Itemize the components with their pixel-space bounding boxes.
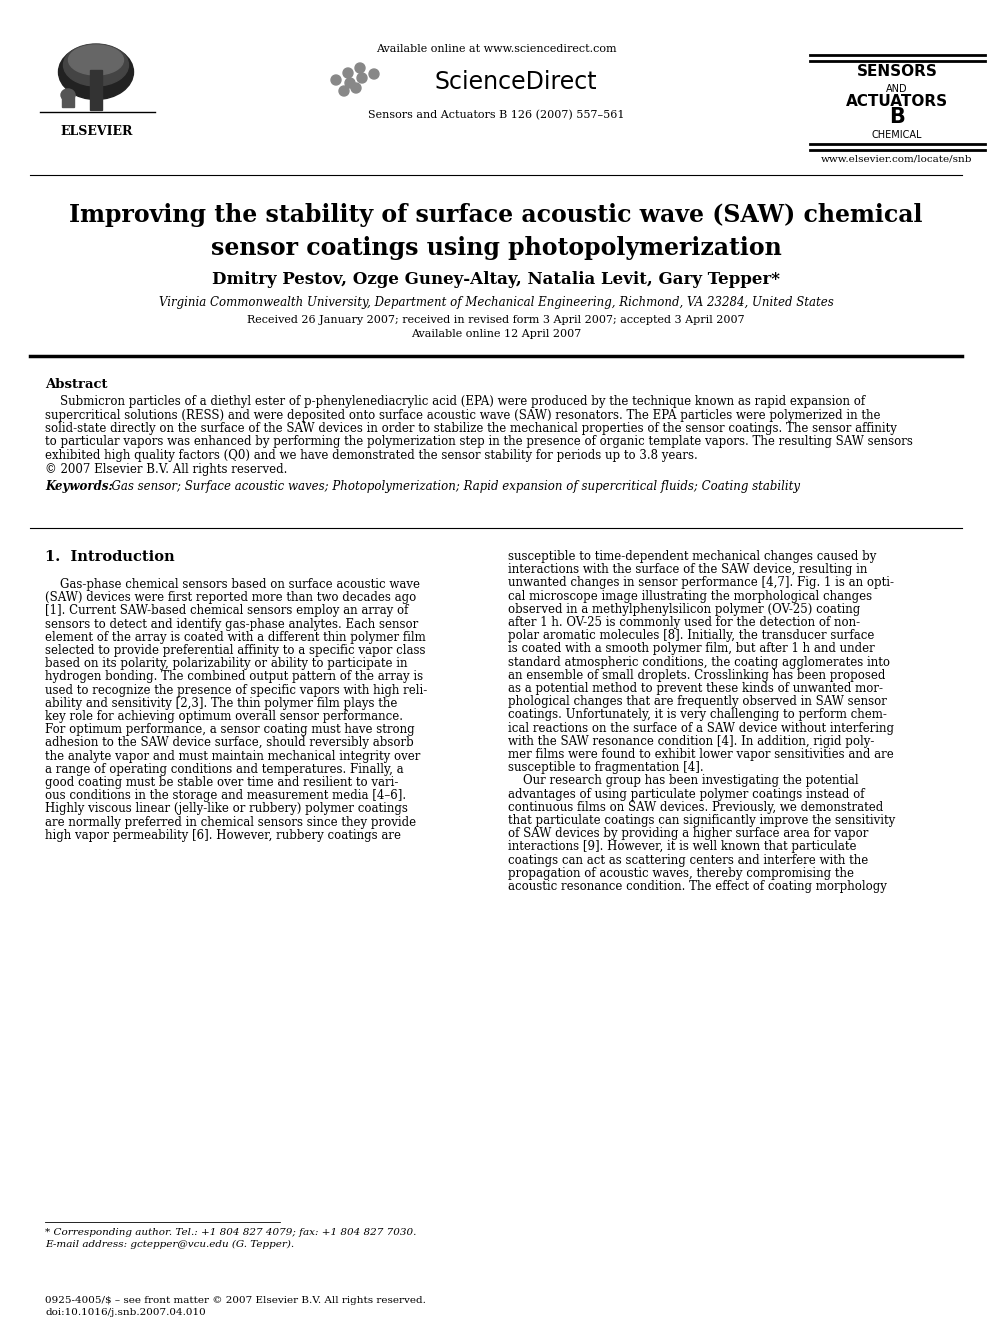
Text: Our research group has been investigating the potential: Our research group has been investigatin… xyxy=(508,774,859,787)
Text: observed in a methylphenylsilicon polymer (OV-25) coating: observed in a methylphenylsilicon polyme… xyxy=(508,603,860,615)
Text: acoustic resonance condition. The effect of coating morphology: acoustic resonance condition. The effect… xyxy=(508,880,887,893)
Text: doi:10.1016/j.snb.2007.04.010: doi:10.1016/j.snb.2007.04.010 xyxy=(45,1308,205,1316)
Text: Received 26 January 2007; received in revised form 3 April 2007; accepted 3 Apri: Received 26 January 2007; received in re… xyxy=(247,315,745,325)
Circle shape xyxy=(357,73,367,83)
Text: solid-state directly on the surface of the SAW devices in order to stabilize the: solid-state directly on the surface of t… xyxy=(45,422,897,435)
Circle shape xyxy=(369,69,379,79)
Text: continuous films on SAW devices. Previously, we demonstrated: continuous films on SAW devices. Previou… xyxy=(508,800,883,814)
Text: cal microscope image illustrating the morphological changes: cal microscope image illustrating the mo… xyxy=(508,590,872,602)
Text: are normally preferred in chemical sensors since they provide: are normally preferred in chemical senso… xyxy=(45,815,416,828)
Text: standard atmospheric conditions, the coating agglomerates into: standard atmospheric conditions, the coa… xyxy=(508,656,890,668)
Text: sensor coatings using photopolymerization: sensor coatings using photopolymerizatio… xyxy=(210,235,782,261)
Text: For optimum performance, a sensor coating must have strong: For optimum performance, a sensor coatin… xyxy=(45,724,415,736)
Text: hydrogen bonding. The combined output pattern of the array is: hydrogen bonding. The combined output pa… xyxy=(45,671,424,684)
Text: key role for achieving optimum overall sensor performance.: key role for achieving optimum overall s… xyxy=(45,710,403,722)
Bar xyxy=(62,95,74,107)
Text: adhesion to the SAW device surface, should reversibly absorb: adhesion to the SAW device surface, shou… xyxy=(45,737,414,749)
Text: (SAW) devices were first reported more than two decades ago: (SAW) devices were first reported more t… xyxy=(45,591,417,605)
Text: of SAW devices by providing a higher surface area for vapor: of SAW devices by providing a higher sur… xyxy=(508,827,868,840)
Text: sensors to detect and identify gas-phase analytes. Each sensor: sensors to detect and identify gas-phase… xyxy=(45,618,419,631)
Text: [1]. Current SAW-based chemical sensors employ an array of: [1]. Current SAW-based chemical sensors … xyxy=(45,605,409,618)
Text: that particulate coatings can significantly improve the sensitivity: that particulate coatings can significan… xyxy=(508,814,895,827)
Circle shape xyxy=(343,67,353,78)
Text: polar aromatic molecules [8]. Initially, the transducer surface: polar aromatic molecules [8]. Initially,… xyxy=(508,630,874,642)
Text: high vapor permeability [6]. However, rubbery coatings are: high vapor permeability [6]. However, ru… xyxy=(45,828,401,841)
Text: ScienceDirect: ScienceDirect xyxy=(435,70,597,94)
Text: Available online 12 April 2007: Available online 12 April 2007 xyxy=(411,329,581,339)
Text: Sensors and Actuators B 126 (2007) 557–561: Sensors and Actuators B 126 (2007) 557–5… xyxy=(368,110,624,120)
Text: unwanted changes in sensor performance [4,7]. Fig. 1 is an opti-: unwanted changes in sensor performance [… xyxy=(508,577,894,590)
Text: based on its polarity, polarizability or ability to participate in: based on its polarity, polarizability or… xyxy=(45,658,408,671)
Text: Gas-phase chemical sensors based on surface acoustic wave: Gas-phase chemical sensors based on surf… xyxy=(45,578,420,591)
Circle shape xyxy=(345,78,355,89)
Text: supercritical solutions (RESS) and were deposited onto surface acoustic wave (SA: supercritical solutions (RESS) and were … xyxy=(45,409,881,422)
Text: a range of operating conditions and temperatures. Finally, a: a range of operating conditions and temp… xyxy=(45,763,404,775)
Text: Highly viscous linear (jelly-like or rubbery) polymer coatings: Highly viscous linear (jelly-like or rub… xyxy=(45,803,408,815)
Ellipse shape xyxy=(59,45,134,99)
Text: exhibited high quality factors (Q0) and we have demonstrated the sensor stabilit: exhibited high quality factors (Q0) and … xyxy=(45,448,697,462)
Text: CHEMICAL: CHEMICAL xyxy=(872,130,923,140)
Text: propagation of acoustic waves, thereby compromising the: propagation of acoustic waves, thereby c… xyxy=(508,867,854,880)
Text: Abstract: Abstract xyxy=(45,378,107,392)
Text: * Corresponding author. Tel.: +1 804 827 4079; fax: +1 804 827 7030.: * Corresponding author. Tel.: +1 804 827… xyxy=(45,1228,417,1237)
Text: Gas sensor; Surface acoustic waves; Photopolymerization; Rapid expansion of supe: Gas sensor; Surface acoustic waves; Phot… xyxy=(104,480,800,493)
Ellipse shape xyxy=(63,44,129,86)
Text: ability and sensitivity [2,3]. The thin polymer film plays the: ability and sensitivity [2,3]. The thin … xyxy=(45,697,398,710)
Text: www.elsevier.com/locate/snb: www.elsevier.com/locate/snb xyxy=(821,155,973,164)
Text: coatings can act as scattering centers and interfere with the: coatings can act as scattering centers a… xyxy=(508,853,868,867)
Circle shape xyxy=(351,83,361,93)
Text: E-mail address: gctepper@vcu.edu (G. Tepper).: E-mail address: gctepper@vcu.edu (G. Tep… xyxy=(45,1240,294,1249)
Text: coatings. Unfortunately, it is very challenging to perform chem-: coatings. Unfortunately, it is very chal… xyxy=(508,708,887,721)
Text: susceptible to fragmentation [4].: susceptible to fragmentation [4]. xyxy=(508,761,703,774)
Text: B: B xyxy=(889,107,905,127)
Text: Submicron particles of a diethyl ester of p-phenylenediacrylic acid (EPA) were p: Submicron particles of a diethyl ester o… xyxy=(45,396,865,407)
Text: an ensemble of small droplets. Crosslinking has been proposed: an ensemble of small droplets. Crosslink… xyxy=(508,669,886,681)
Text: Keywords:: Keywords: xyxy=(45,480,113,493)
Text: © 2007 Elsevier B.V. All rights reserved.: © 2007 Elsevier B.V. All rights reserved… xyxy=(45,463,288,475)
Text: ical reactions on the surface of a SAW device without interfering: ical reactions on the surface of a SAW d… xyxy=(508,721,894,734)
Text: good coating must be stable over time and resilient to vari-: good coating must be stable over time an… xyxy=(45,777,399,789)
Text: AND: AND xyxy=(886,83,908,94)
Text: with the SAW resonance condition [4]. In addition, rigid poly-: with the SAW resonance condition [4]. In… xyxy=(508,734,874,747)
Text: ous conditions in the storage and measurement media [4–6].: ous conditions in the storage and measur… xyxy=(45,790,406,802)
Circle shape xyxy=(339,86,349,97)
Text: used to recognize the presence of specific vapors with high reli-: used to recognize the presence of specif… xyxy=(45,684,428,697)
Text: ELSEVIER: ELSEVIER xyxy=(61,124,133,138)
Text: phological changes that are frequently observed in SAW sensor: phological changes that are frequently o… xyxy=(508,695,887,708)
Text: 0925-4005/$ – see front matter © 2007 Elsevier B.V. All rights reserved.: 0925-4005/$ – see front matter © 2007 El… xyxy=(45,1297,426,1304)
Ellipse shape xyxy=(61,89,75,101)
Text: interactions with the surface of the SAW device, resulting in: interactions with the surface of the SAW… xyxy=(508,564,867,577)
Text: mer films were found to exhibit lower vapor sensitivities and are: mer films were found to exhibit lower va… xyxy=(508,747,894,761)
Text: susceptible to time-dependent mechanical changes caused by: susceptible to time-dependent mechanical… xyxy=(508,550,876,564)
Text: SENSORS: SENSORS xyxy=(856,64,937,79)
Circle shape xyxy=(355,64,365,73)
Text: Virginia Commonwealth University, Department of Mechanical Engineering, Richmond: Virginia Commonwealth University, Depart… xyxy=(159,296,833,310)
Text: the analyte vapor and must maintain mechanical integrity over: the analyte vapor and must maintain mech… xyxy=(45,750,421,762)
Text: is coated with a smooth polymer film, but after 1 h and under: is coated with a smooth polymer film, bu… xyxy=(508,643,875,655)
Circle shape xyxy=(331,75,341,85)
Text: Available online at www.sciencedirect.com: Available online at www.sciencedirect.co… xyxy=(376,44,616,54)
Ellipse shape xyxy=(68,45,123,75)
Bar xyxy=(90,70,102,110)
Text: advantages of using particulate polymer coatings instead of: advantages of using particulate polymer … xyxy=(508,787,864,800)
Text: Dmitry Pestov, Ozge Guney-Altay, Natalia Levit, Gary Tepper*: Dmitry Pestov, Ozge Guney-Altay, Natalia… xyxy=(212,271,780,288)
Text: interactions [9]. However, it is well known that particulate: interactions [9]. However, it is well kn… xyxy=(508,840,856,853)
Text: 1.  Introduction: 1. Introduction xyxy=(45,550,175,564)
Text: Improving the stability of surface acoustic wave (SAW) chemical: Improving the stability of surface acous… xyxy=(69,202,923,228)
Text: after 1 h. OV-25 is commonly used for the detection of non-: after 1 h. OV-25 is commonly used for th… xyxy=(508,617,860,628)
Text: ACTUATORS: ACTUATORS xyxy=(846,94,948,108)
Text: selected to provide preferential affinity to a specific vapor class: selected to provide preferential affinit… xyxy=(45,644,426,658)
Text: as a potential method to prevent these kinds of unwanted mor-: as a potential method to prevent these k… xyxy=(508,681,883,695)
Text: element of the array is coated with a different thin polymer film: element of the array is coated with a di… xyxy=(45,631,426,644)
Text: to particular vapors was enhanced by performing the polymerization step in the p: to particular vapors was enhanced by per… xyxy=(45,435,913,448)
